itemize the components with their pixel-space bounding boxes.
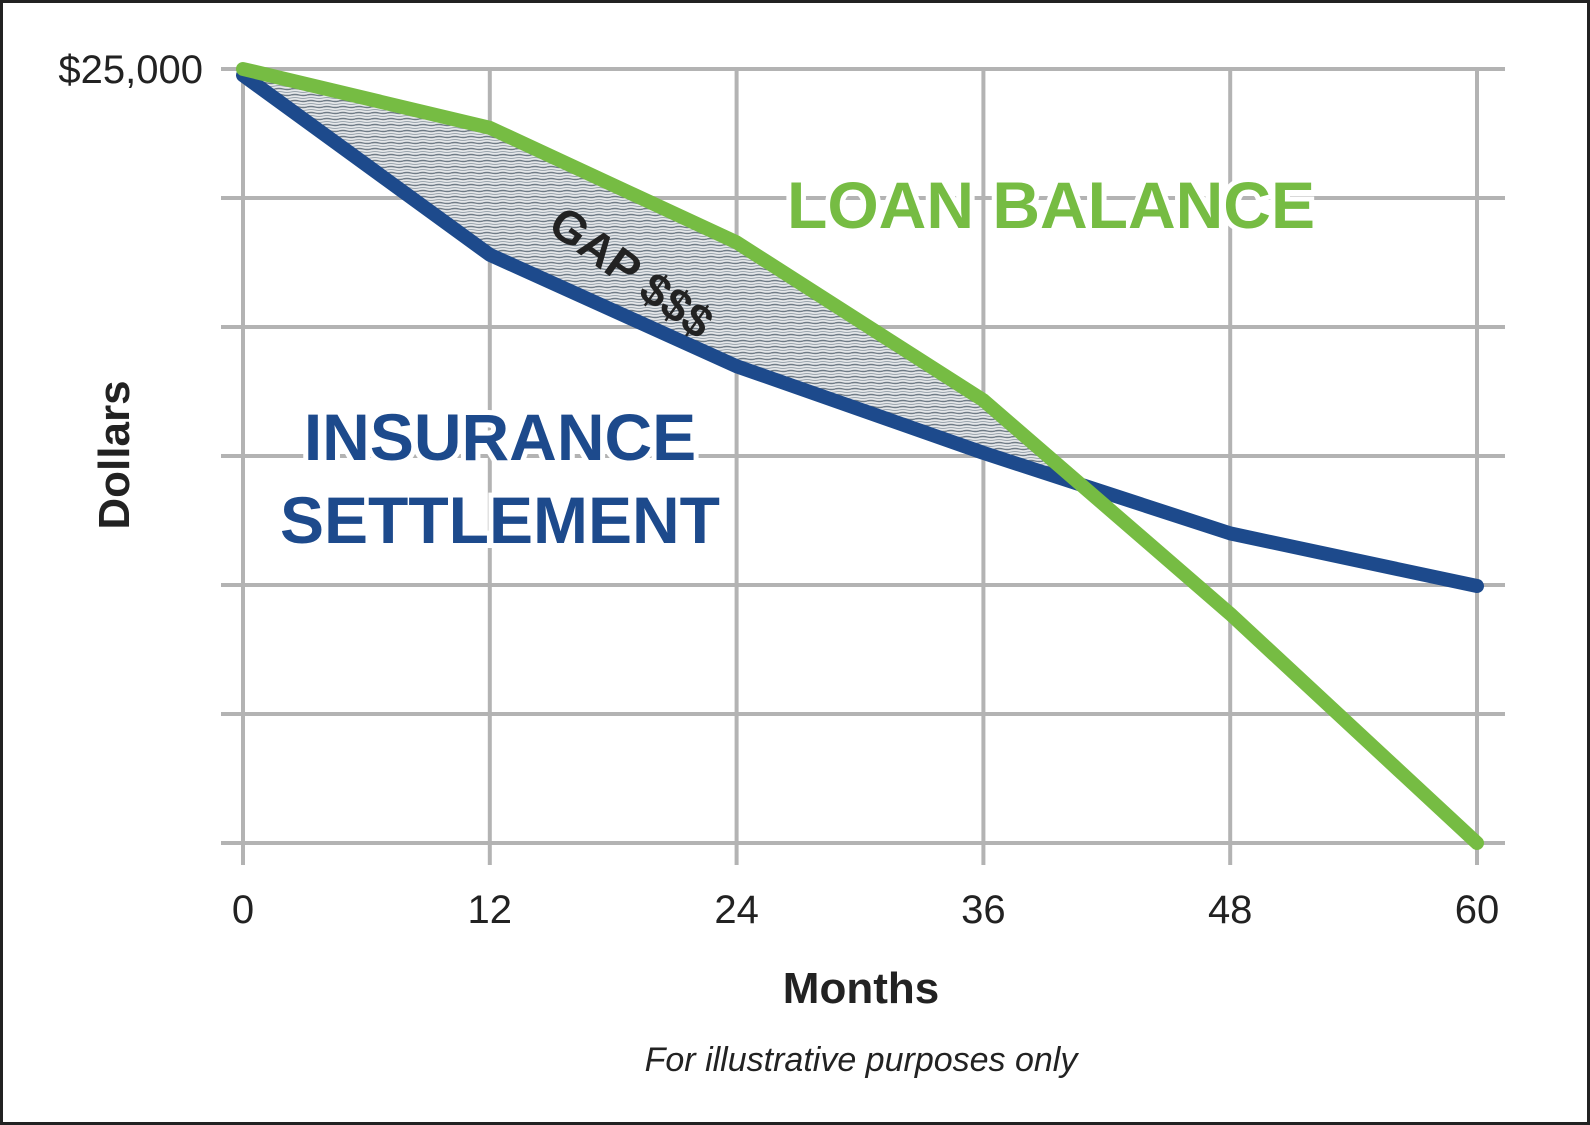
gap-chart: $25,000 0 12 24 36 48 60 LOAN BALANCE INSURANC… [58,48,1505,1079]
y-axis-title: Dollars [90,380,139,529]
series-label-insurance-settlement-line1: INSURANCE [304,400,696,474]
y-tick-label-6: $25,000 [58,48,203,92]
x-tick-label-1: 12 [468,888,513,932]
x-tick-label-5: 60 [1455,888,1500,932]
labels: LOAN BALANCE INSURANCE SETTLEMENT GAP $$… [90,163,1320,1079]
series-line-insurance-settlement [236,68,1484,594]
x-tick-label-3: 36 [961,888,1006,932]
gap-region [243,69,1081,485]
series-line-loan-balance [236,62,1484,850]
illustrative-note: For illustrative purposes only [645,1041,1080,1079]
series-label-insurance-settlement-line2: SETTLEMENT [280,483,720,557]
series-lines [236,62,1484,850]
x-tick-label-2: 24 [714,888,759,932]
x-axis-title: Months [783,964,939,1013]
gap-area [243,69,1081,485]
x-tick-label-4: 48 [1208,888,1253,932]
series-label-loan-balance: LOAN BALANCE [787,168,1315,242]
x-tick-label-0: 0 [232,888,254,932]
